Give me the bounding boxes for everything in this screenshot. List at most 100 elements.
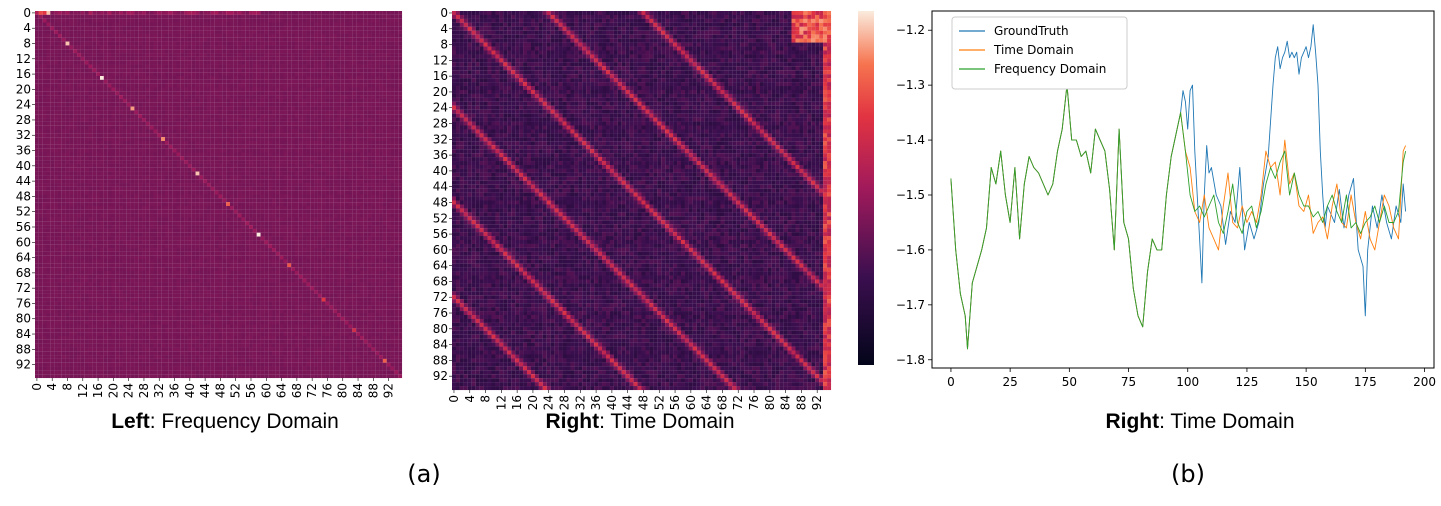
heatmap-cell (161, 22, 166, 27)
heatmap-cell (54, 95, 58, 99)
heatmap-cell (168, 198, 173, 203)
heatmap-cell (80, 125, 85, 130)
heatmap-cell (348, 56, 353, 61)
heatmap-cell (61, 202, 66, 207)
heatmap-cell (256, 56, 261, 61)
heatmap-cell (210, 125, 215, 130)
heatmap-cell (111, 198, 116, 203)
heatmap-cell (77, 26, 81, 31)
heatmap-cell (184, 137, 188, 142)
heatmap-cell (46, 148, 51, 153)
heatmap-cell (46, 45, 51, 50)
heatmap-cell (233, 68, 238, 73)
heatmap-cell (142, 83, 146, 88)
heatmap-cell (264, 114, 269, 119)
heatmap-cell (382, 14, 387, 19)
heatmap-cell (233, 26, 238, 31)
heatmap-cell (252, 114, 257, 119)
heatmap-cell (42, 144, 47, 149)
heatmap-cell (348, 137, 353, 142)
heatmap-cell (317, 64, 322, 69)
heatmap-cell (352, 56, 357, 61)
heatmap-cell (73, 22, 78, 27)
heatmap-cell (352, 148, 357, 153)
heatmap-cell (35, 98, 39, 103)
heatmap-cell (306, 75, 311, 80)
heatmap-cell (382, 160, 387, 164)
heatmap-cell (172, 140, 177, 145)
heatmap-cell (233, 148, 238, 153)
heatmap-cell (260, 37, 265, 42)
heatmap-cell (65, 95, 70, 99)
heatmap-cell (379, 194, 383, 199)
heatmap-cell (191, 41, 196, 46)
heatmap-cell (142, 95, 146, 99)
heatmap-cell (54, 45, 58, 50)
heatmap-cell (203, 91, 208, 96)
heatmap-cell (214, 22, 219, 27)
heatmap-cell (344, 205, 349, 210)
heatmap-cell (153, 163, 158, 168)
heatmap-cell (92, 152, 97, 157)
heatmap-cell (371, 118, 376, 122)
heatmap-cell (134, 64, 139, 69)
heatmap-cell (356, 144, 360, 149)
heatmap-cell (275, 202, 280, 207)
heatmap-cell (394, 33, 399, 38)
heatmap-cell (329, 45, 334, 50)
heatmap-cell (359, 14, 364, 19)
heatmap-cell (180, 30, 185, 34)
heatmap-cell (233, 129, 238, 134)
heatmap-cell (61, 87, 66, 92)
heatmap-cell (363, 18, 368, 23)
heatmap-cell (195, 160, 200, 164)
heatmap-cell (306, 30, 311, 34)
heatmap-cell (268, 167, 273, 172)
heatmap-cell (344, 33, 349, 38)
heatmap-cell (337, 137, 341, 142)
heatmap-cell (80, 183, 85, 187)
heatmap-cell (382, 148, 387, 153)
heatmap-cell (38, 83, 43, 88)
heatmap-cell (233, 156, 238, 161)
heatmap-cell (168, 137, 173, 142)
heatmap-cell (386, 190, 391, 195)
heatmap-cell (333, 26, 338, 31)
heatmap-cell (199, 171, 204, 176)
heatmap-cell (245, 26, 250, 31)
heatmap-cell (145, 11, 150, 15)
heatmap-cell (214, 133, 219, 138)
heatmap-cell (264, 118, 269, 122)
heatmap-cell (207, 140, 211, 145)
heatmap-cell (252, 106, 257, 111)
heatmap-cell (371, 37, 376, 42)
heatmap-cell (88, 56, 93, 61)
heatmap-cell (157, 179, 162, 184)
heatmap-cell (291, 11, 296, 15)
heatmap-cell (229, 129, 234, 134)
heatmap-cell (371, 148, 376, 153)
heatmap-cell (352, 140, 357, 145)
heatmap-cell (245, 83, 250, 88)
heatmap-cell (122, 125, 127, 130)
heatmap-cell (73, 53, 78, 57)
heatmap-cell (61, 133, 66, 138)
heatmap-cell (279, 64, 284, 69)
heatmap-cell (321, 11, 326, 15)
heatmap-cell (218, 118, 223, 122)
heatmap-cell (191, 133, 196, 138)
heatmap-cell (38, 79, 43, 84)
heatmap-cell (367, 79, 372, 84)
heatmap-cell (249, 91, 253, 96)
heatmap-cell (287, 37, 292, 42)
heatmap-cell (226, 72, 231, 77)
heatmap-cell (249, 87, 253, 92)
heatmap-cell (77, 175, 81, 180)
heatmap-cell (394, 106, 399, 111)
heatmap-cell (42, 18, 47, 23)
heatmap-cell (260, 98, 265, 103)
heatmap-cell (69, 75, 74, 80)
heatmap-cell (245, 171, 250, 176)
heatmap-cell (130, 160, 135, 164)
heatmap-cell (96, 72, 101, 77)
